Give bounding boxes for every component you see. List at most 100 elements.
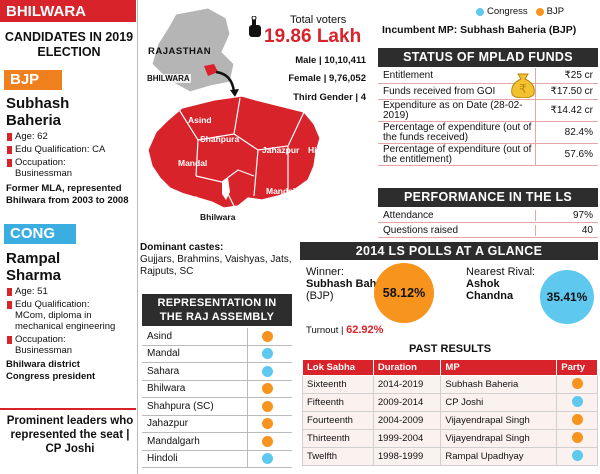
past-header-cell: MP bbox=[440, 359, 558, 376]
legend-bjp: BJP bbox=[535, 6, 564, 17]
cong-edu: Edu Qualification: MCom, diploma in mecha… bbox=[6, 299, 136, 332]
mplad-row: Expenditure as on Date (28-02-2019) ₹14.4… bbox=[378, 100, 598, 122]
polls-title: 2014 LS POLLS AT A GLANCE bbox=[300, 242, 598, 260]
mplad-value: ₹14.42 cr bbox=[535, 100, 593, 121]
party-dot-cell bbox=[247, 433, 287, 450]
past-lok-sabha: Sixteenth bbox=[302, 375, 374, 394]
past-results-table: Lok Sabha Duration MP Party Sixteenth 2014-20… bbox=[302, 359, 598, 466]
area-hindoli: Hindoli bbox=[308, 145, 337, 155]
mplad-table: Entitlement ₹25 cr Funds received from GOI… bbox=[378, 68, 598, 166]
castes-label: Dominant castes: bbox=[140, 242, 224, 253]
castes-list: Gujjars, Brahmins, Vaishyas, Jats, Rajpu… bbox=[140, 254, 292, 277]
candidates-title: CANDIDATES IN 2019 ELECTION bbox=[4, 30, 134, 59]
cong-occupation: Occupation: Businessman bbox=[6, 334, 136, 356]
hand-icon bbox=[248, 15, 262, 38]
party-dot-cell bbox=[247, 398, 287, 415]
past-mp: Rampal Upadhyay bbox=[440, 447, 558, 466]
assembly-seat-name: Hindoli bbox=[147, 453, 178, 465]
winner-name: Subhash Baheria bbox=[306, 278, 396, 290]
area-jahazpur: Jahazpur bbox=[262, 145, 300, 155]
assembly-seat-name: Shahpura (SC) bbox=[147, 400, 214, 412]
mplad-label: Percentage of expenditure (out of the en… bbox=[383, 143, 532, 165]
performance-table: Attendance 97% Questions raised 40 bbox=[378, 208, 598, 238]
bjp-badge: BJP bbox=[4, 70, 62, 90]
turnout-value: 62.92% bbox=[346, 324, 384, 336]
past-lok-sabha: Fourteenth bbox=[302, 411, 374, 430]
money-bag-icon: ₹ bbox=[508, 70, 538, 99]
winner-block: Winner: Subhash Baheria (BJP) bbox=[306, 266, 396, 302]
past-row: Thirteenth 1999-2004 Vijayendrapal Singh bbox=[302, 429, 598, 448]
performance-row: Attendance 97% bbox=[378, 208, 598, 223]
past-duration: 1998-1999 bbox=[372, 447, 442, 466]
bjp-candidate: Subhash Baheria Age: 62 Edu Qualificatio… bbox=[6, 95, 136, 207]
party-dot-icon bbox=[262, 365, 273, 377]
bjp-age: Age: 62 bbox=[6, 131, 136, 142]
past-party-cell bbox=[556, 447, 598, 466]
turnout: Turnout | 62.92% bbox=[306, 324, 384, 336]
map-state-label: RAJASTHAN bbox=[148, 46, 212, 57]
assembly-seat-name: Jahazpur bbox=[147, 418, 189, 430]
past-header-cell: Duration bbox=[372, 359, 442, 376]
mplad-row: Percentage of expenditure (out of the en… bbox=[378, 144, 598, 166]
past-party-cell bbox=[556, 429, 598, 448]
past-mp: Vijayendrapal Singh bbox=[440, 411, 558, 430]
map-district-label: BHILWARA bbox=[146, 74, 191, 83]
assembly-row: Hindoli bbox=[142, 450, 292, 468]
rival-pct: 35.41% bbox=[546, 290, 588, 304]
bjp-dot-icon bbox=[535, 7, 544, 16]
mplad-value: 57.6% bbox=[535, 144, 593, 165]
area-bhilwara: Bhilwara bbox=[200, 212, 236, 222]
party-dot-cell bbox=[247, 380, 287, 397]
past-row: Fourteenth 2004-2009 Vijayendrapal Singh bbox=[302, 411, 598, 430]
assembly-row: Bhilwara bbox=[142, 380, 292, 398]
cong-age: Age: 51 bbox=[6, 286, 136, 297]
rival-label: Nearest Rival: bbox=[466, 266, 536, 278]
assembly-seat-name: Sahara bbox=[147, 365, 180, 377]
assembly-row: Jahazpur bbox=[142, 415, 292, 433]
past-row: Fifteenth 2009-2014 CP Joshi bbox=[302, 393, 598, 412]
performance-label: Attendance bbox=[383, 209, 434, 221]
party-dot-icon bbox=[262, 453, 273, 465]
party-dot-icon bbox=[571, 413, 583, 425]
mplad-row: Percentage of expenditure (out of the fu… bbox=[378, 122, 598, 144]
mplad-label: Expenditure as on Date (28-02-2019) bbox=[383, 99, 523, 121]
assembly-title: REPRESENTATION IN THE RAJ ASSEMBLY bbox=[142, 294, 292, 326]
past-lok-sabha: Twelfth bbox=[302, 447, 374, 466]
cong-name: Rampal Sharma bbox=[6, 250, 62, 284]
voters-label: Total voters bbox=[290, 14, 347, 26]
winner-party: (BJP) bbox=[306, 290, 334, 302]
mplad-value: ₹17.50 cr bbox=[535, 84, 593, 99]
voters-third: Third Gender | 4 bbox=[293, 92, 366, 103]
assembly-seat-name: Mandal bbox=[147, 348, 180, 360]
past-duration: 1999-2004 bbox=[372, 429, 442, 448]
rival-name: Ashok Chandna bbox=[466, 278, 514, 302]
map-area bbox=[147, 7, 321, 209]
party-dot-icon bbox=[262, 383, 273, 395]
prominent-leaders: Prominent leaders who represented the se… bbox=[6, 415, 134, 455]
voters-male: Male | 10,10,411 bbox=[295, 55, 366, 66]
party-dot-icon bbox=[571, 449, 583, 461]
party-dot-cell bbox=[247, 450, 287, 467]
past-row: Sixteenth 2014-2019 Subhash Baheria bbox=[302, 375, 598, 394]
cong-candidate: Rampal Sharma Age: 51 Edu Qualification:… bbox=[6, 250, 136, 383]
performance-title: PERFORMANCE IN THE LS bbox=[378, 188, 598, 207]
cong-badge: CONG bbox=[4, 224, 76, 244]
assembly-seat-name: Bhilwara bbox=[147, 383, 186, 395]
past-duration: 2014-2019 bbox=[372, 375, 442, 394]
party-dot-icon bbox=[262, 348, 273, 360]
bhilwara-town-marker bbox=[222, 178, 230, 200]
winner-label: Winner: bbox=[306, 266, 344, 278]
past-mp: Subhash Baheria bbox=[440, 375, 558, 394]
bjp-name: Subhash Baheria bbox=[6, 95, 70, 129]
congress-dot-icon bbox=[476, 7, 484, 16]
party-dot-cell bbox=[247, 415, 287, 432]
past-duration: 2009-2014 bbox=[372, 393, 442, 412]
area-sahara: Sahara bbox=[170, 193, 199, 203]
past-duration: 2004-2009 bbox=[372, 411, 442, 430]
castes: Dominant castes: Gujjars, Brahmins, Vais… bbox=[140, 242, 300, 278]
mplad-row: Funds received from GOI ₹17.50 cr bbox=[378, 84, 598, 100]
performance-row: Questions raised 40 bbox=[378, 223, 598, 238]
legend-congress: Congress bbox=[476, 6, 528, 17]
district-map bbox=[147, 95, 321, 209]
party-dot-cell bbox=[247, 363, 287, 380]
